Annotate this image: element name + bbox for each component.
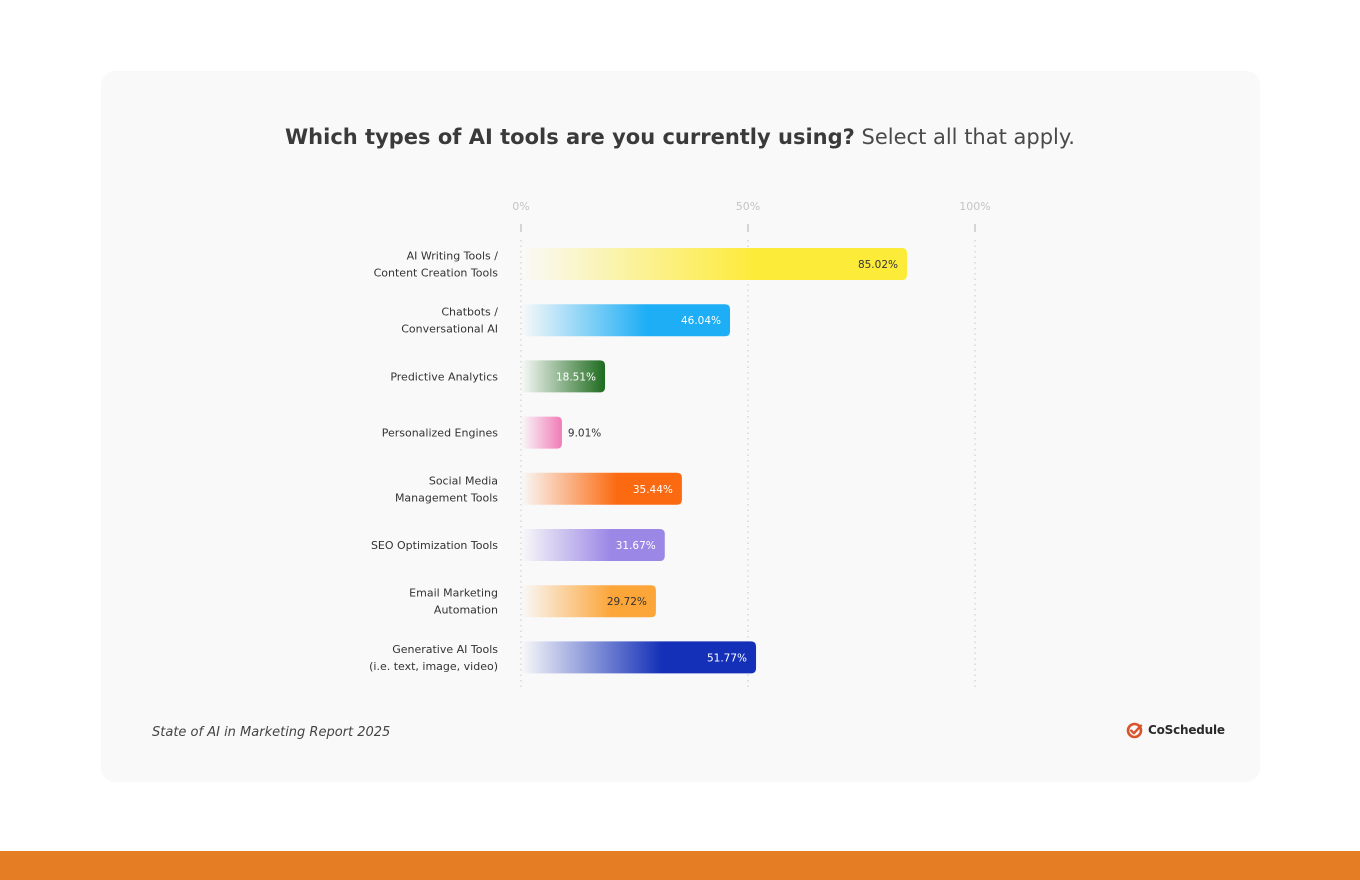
bar-value-label: 51.77% <box>707 652 747 664</box>
brand-name: CoSchedule <box>1148 723 1225 737</box>
footer-bar <box>0 851 1360 880</box>
category-label: SEO Optimization Tools <box>371 539 498 552</box>
chart-title: Which types of AI tools are you currentl… <box>0 122 1360 152</box>
tick-label: 100% <box>959 200 990 213</box>
category-label: Chatbots / <box>441 306 498 319</box>
bar-value-label: 29.72% <box>607 596 647 608</box>
bar <box>521 360 606 393</box>
bar <box>521 472 682 505</box>
category-label: Automation <box>434 604 498 617</box>
source-caption: State of AI in Marketing Report 2025 <box>152 725 391 740</box>
bar <box>521 416 562 449</box>
bar-value-label: 85.02% <box>858 259 898 271</box>
tick-label: 0% <box>512 200 529 213</box>
category-label: Email Marketing <box>409 587 498 600</box>
category-label: Conversational AI <box>401 323 498 336</box>
coschedule-check-icon <box>1126 722 1143 738</box>
chart-title-question: Which types of AI tools are you currentl… <box>285 125 855 149</box>
bar-value-label: 9.01% <box>568 428 601 440</box>
category-label: Personalized Engines <box>382 427 499 440</box>
bar <box>521 248 907 280</box>
category-label: Predictive Analytics <box>390 370 498 383</box>
bar-value-label: 31.67% <box>616 540 656 552</box>
category-label: AI Writing Tools / <box>407 250 499 263</box>
bar <box>521 585 656 618</box>
category-label: Social Media <box>429 474 498 487</box>
brand-logo: CoSchedule <box>1126 721 1225 739</box>
category-label: Content Creation Tools <box>374 267 499 280</box>
category-label: (i.e. text, image, video) <box>369 660 498 673</box>
bar <box>521 641 757 674</box>
bar-value-label: 35.44% <box>633 484 673 496</box>
bar <box>521 304 731 337</box>
category-label: Management Tools <box>395 491 498 504</box>
tick-label: 50% <box>736 200 760 213</box>
category-label: Generative AI Tools <box>392 643 498 656</box>
bar-value-label: 46.04% <box>681 315 721 327</box>
bar-value-label: 18.51% <box>556 371 596 383</box>
bar <box>521 529 665 561</box>
chart-title-instruction: Select all that apply. <box>861 125 1075 149</box>
